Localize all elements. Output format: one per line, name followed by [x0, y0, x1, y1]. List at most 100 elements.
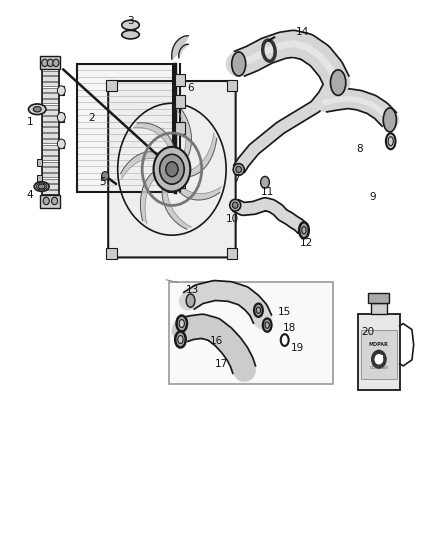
Circle shape — [53, 59, 59, 67]
Ellipse shape — [386, 133, 396, 149]
Bar — [42, 110, 59, 115]
Ellipse shape — [28, 104, 46, 115]
Bar — [360, 330, 397, 379]
Text: 7: 7 — [233, 174, 240, 183]
Bar — [371, 303, 387, 314]
Bar — [42, 116, 59, 120]
Ellipse shape — [383, 108, 396, 132]
Ellipse shape — [236, 166, 242, 173]
Bar — [42, 122, 59, 126]
Bar — [59, 86, 64, 95]
Bar — [106, 248, 117, 259]
Bar — [59, 140, 64, 148]
Bar — [227, 80, 237, 91]
Circle shape — [51, 197, 58, 205]
Ellipse shape — [254, 304, 263, 317]
Text: 11: 11 — [261, 187, 274, 197]
Bar — [227, 248, 237, 259]
Circle shape — [43, 197, 49, 205]
Ellipse shape — [175, 332, 186, 348]
Bar — [42, 144, 59, 149]
Circle shape — [47, 59, 53, 67]
Bar — [175, 95, 185, 108]
Text: 13: 13 — [186, 286, 199, 295]
Circle shape — [102, 172, 109, 180]
Ellipse shape — [263, 318, 272, 332]
Ellipse shape — [122, 30, 139, 39]
Circle shape — [159, 155, 184, 184]
Bar — [37, 159, 42, 166]
Ellipse shape — [261, 176, 269, 188]
Bar — [42, 173, 59, 177]
Bar — [42, 127, 59, 132]
Polygon shape — [120, 152, 167, 180]
Bar — [42, 93, 59, 98]
Bar — [42, 133, 59, 138]
Text: 19: 19 — [291, 343, 304, 352]
Bar — [42, 156, 59, 160]
Bar — [42, 99, 59, 103]
Text: 10: 10 — [226, 214, 239, 223]
Ellipse shape — [230, 199, 241, 211]
Circle shape — [57, 86, 65, 95]
Polygon shape — [162, 176, 191, 229]
Bar — [40, 195, 60, 208]
Bar — [42, 161, 59, 166]
Bar — [42, 104, 59, 109]
Ellipse shape — [232, 52, 246, 76]
Bar — [42, 69, 59, 195]
Text: 12: 12 — [300, 238, 313, 247]
Bar — [175, 122, 185, 134]
Ellipse shape — [233, 164, 244, 175]
Bar — [106, 80, 117, 91]
Ellipse shape — [34, 182, 49, 191]
Text: 9: 9 — [369, 192, 376, 202]
Bar — [175, 175, 185, 188]
Text: 2: 2 — [88, 114, 95, 123]
Polygon shape — [173, 179, 221, 200]
Bar — [169, 282, 333, 384]
Circle shape — [371, 350, 387, 369]
Text: MOPAR: MOPAR — [369, 342, 389, 348]
Bar — [42, 82, 59, 86]
Ellipse shape — [299, 222, 309, 238]
Text: 15: 15 — [278, 307, 291, 317]
Text: 6: 6 — [187, 83, 194, 93]
Bar — [358, 314, 399, 390]
Text: 3: 3 — [127, 17, 134, 26]
Polygon shape — [179, 133, 217, 177]
Text: 1: 1 — [26, 117, 33, 126]
Bar — [59, 113, 64, 122]
Circle shape — [166, 162, 178, 177]
Bar — [37, 175, 42, 182]
Text: 5: 5 — [99, 177, 106, 187]
Ellipse shape — [38, 184, 45, 189]
Bar — [175, 74, 185, 86]
Ellipse shape — [179, 319, 184, 327]
Text: M: M — [375, 355, 383, 364]
Bar — [42, 70, 59, 75]
Bar — [42, 76, 59, 80]
Circle shape — [57, 112, 65, 122]
Bar — [42, 167, 59, 172]
Text: 14: 14 — [296, 27, 309, 37]
Ellipse shape — [330, 70, 346, 95]
Polygon shape — [140, 168, 163, 224]
Polygon shape — [172, 36, 188, 59]
Circle shape — [374, 354, 383, 365]
Ellipse shape — [178, 336, 183, 344]
Text: 16: 16 — [210, 336, 223, 346]
Text: 18: 18 — [283, 323, 296, 333]
Bar — [175, 154, 185, 166]
Polygon shape — [175, 107, 191, 166]
Ellipse shape — [232, 202, 238, 208]
Text: 20: 20 — [361, 327, 374, 336]
Text: 4: 4 — [26, 190, 33, 199]
Bar — [42, 139, 59, 143]
Text: COOLANT: COOLANT — [369, 366, 389, 370]
Circle shape — [42, 59, 48, 67]
Ellipse shape — [186, 294, 195, 307]
Ellipse shape — [122, 20, 139, 30]
Bar — [42, 179, 59, 183]
Bar — [42, 87, 59, 92]
